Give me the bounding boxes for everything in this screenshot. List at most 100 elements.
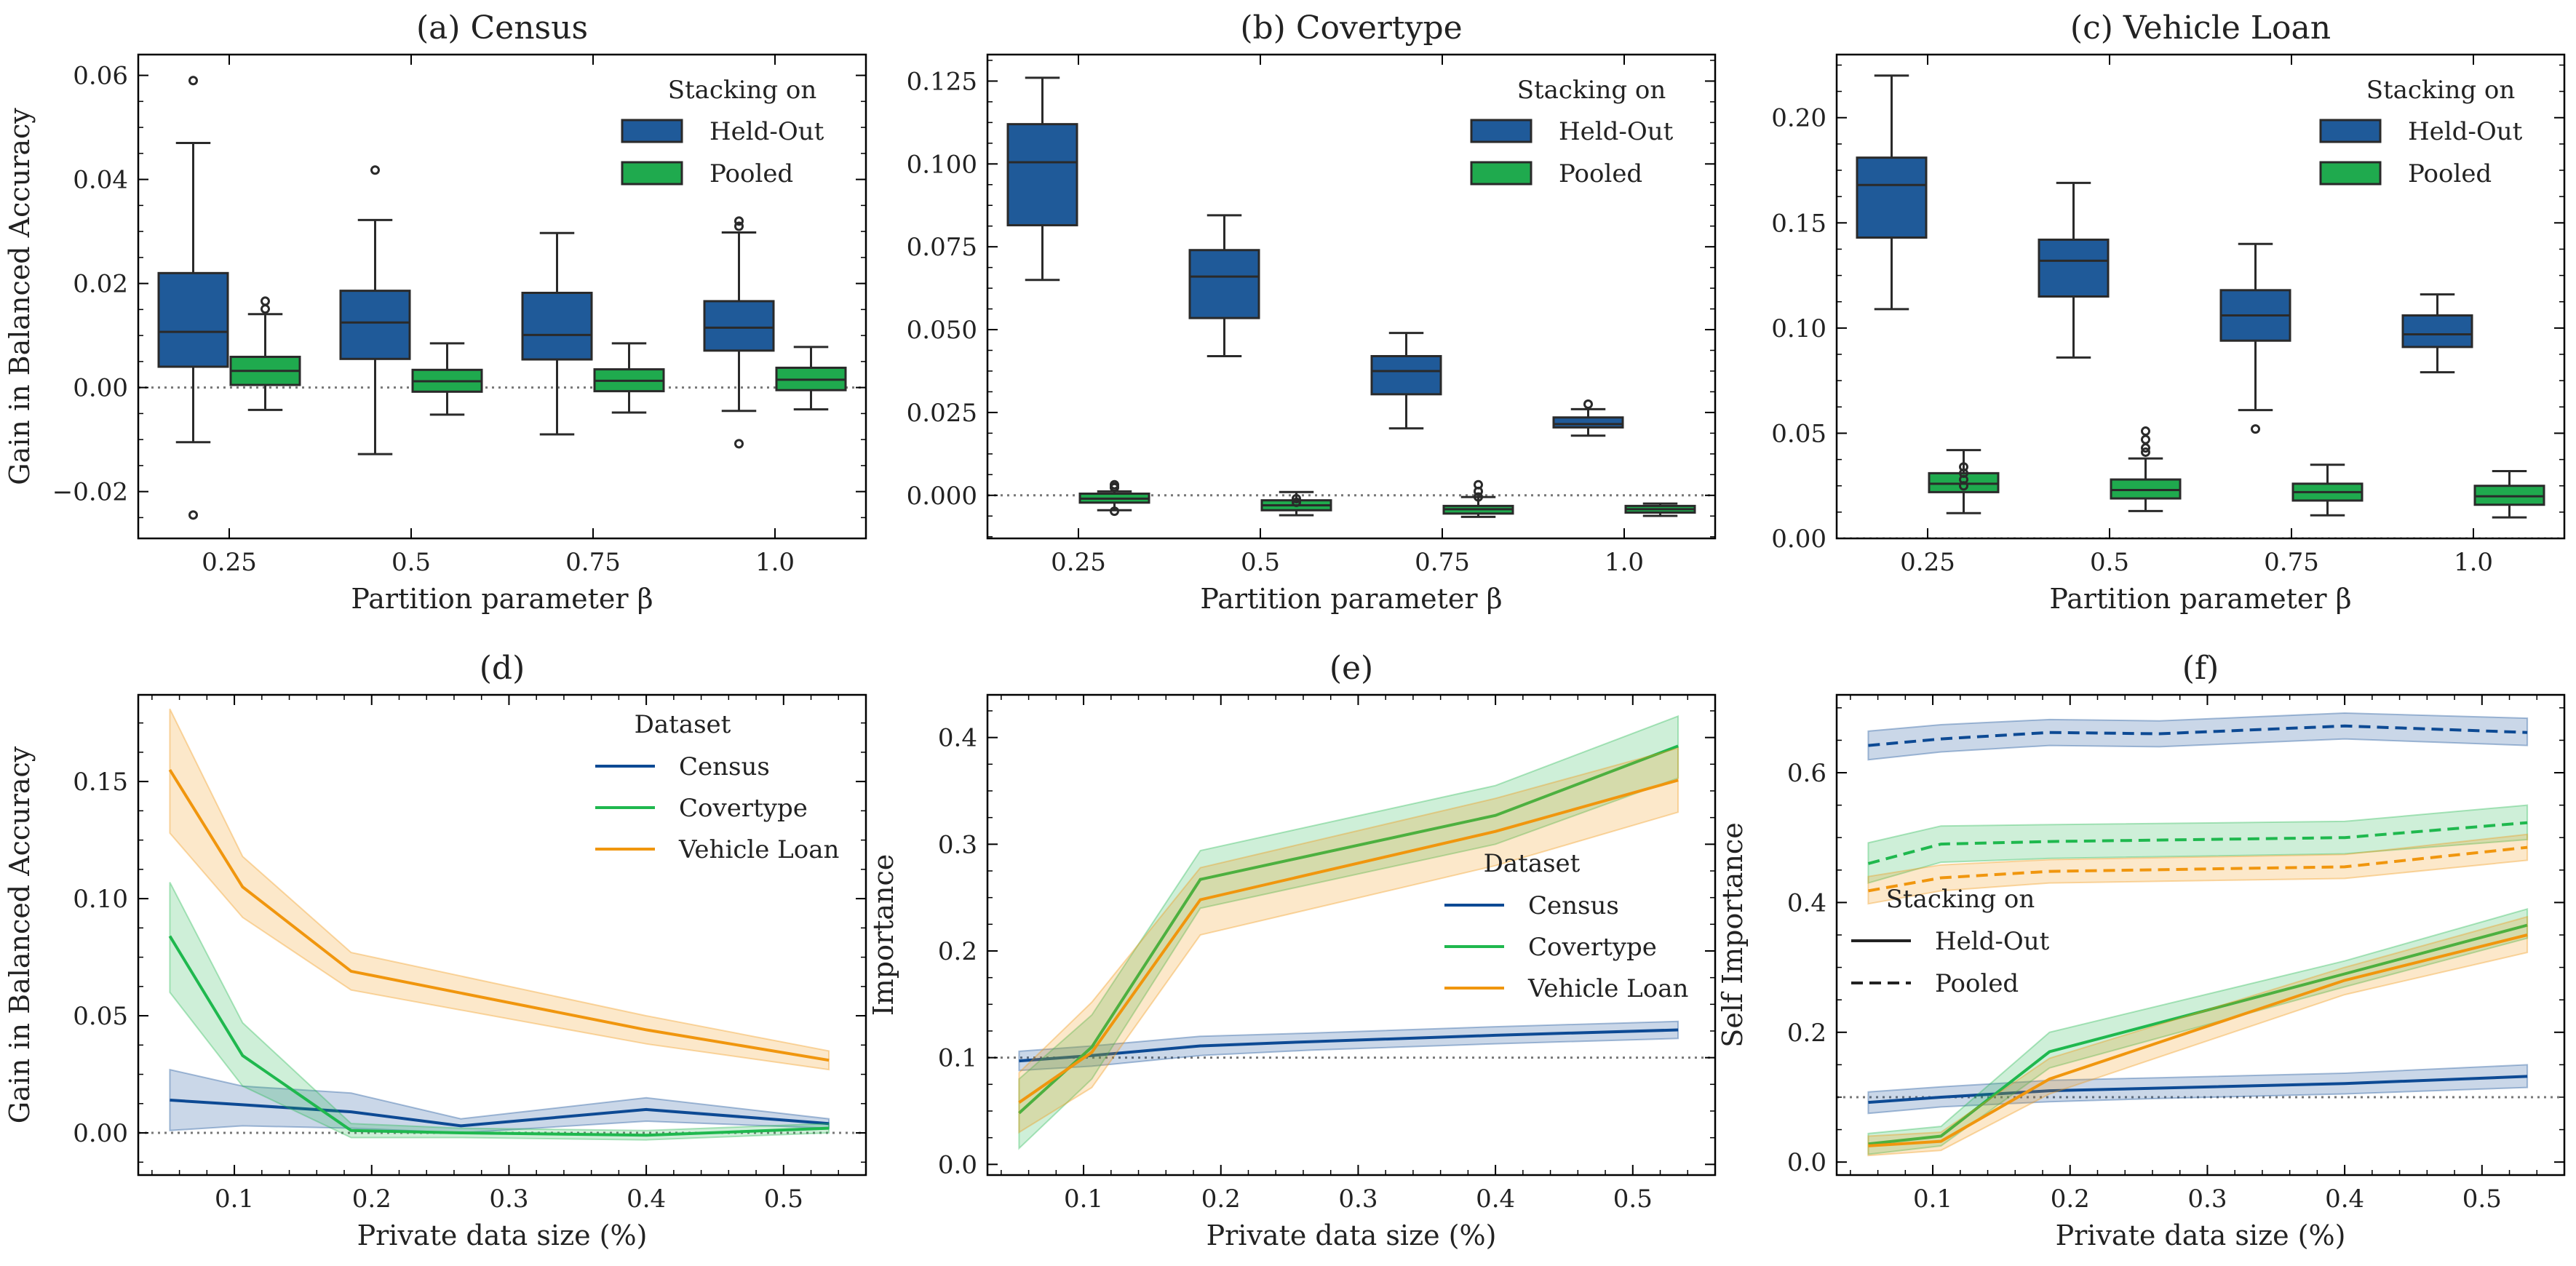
series-line (1868, 724, 2528, 747)
y-tick-label: 0.075 (907, 233, 977, 262)
x-tick-label: 0.5 (2090, 548, 2129, 577)
box-flier (1292, 497, 1301, 507)
axes-frame (137, 53, 867, 540)
y-tick-label: 0.1 (938, 1044, 977, 1073)
legend-label-0: Census (1528, 891, 1619, 920)
x-tick-label: 0.5 (1613, 1185, 1653, 1214)
series-1 (1867, 804, 2529, 884)
plot-area (987, 714, 1715, 1150)
chart-title: (c) Vehicle Loan (2070, 9, 2331, 47)
x-tick-label: 0.3 (1338, 1185, 1378, 1214)
box-pooled-0.75 (1442, 479, 1514, 518)
x-tick-label: 0.5 (764, 1185, 803, 1214)
series-line (1018, 779, 1679, 1104)
legend-swatch-0 (1470, 119, 1533, 143)
box-flier (2251, 424, 2260, 434)
y-axis-label: Gain in Balanced Accuracy (4, 108, 36, 485)
chart-title: (d) (480, 650, 525, 687)
legend-label-1: Pooled (709, 159, 793, 188)
x-tick-label: 0.2 (1201, 1185, 1241, 1214)
box-held-out-0.5 (2038, 181, 2110, 359)
y-tick-label: 0.05 (1771, 419, 1826, 448)
box-pooled-1.0 (2473, 469, 2545, 519)
box-pooled-0.25 (1928, 449, 2000, 514)
box-flier (1110, 482, 1119, 492)
box-flier (2141, 434, 2150, 445)
box-held-out-0.25 (157, 76, 229, 520)
box-flier (261, 304, 270, 314)
x-tick-label: 0.2 (2051, 1185, 2090, 1214)
x-axis-label: Private data size (%) (2056, 1219, 2346, 1251)
x-tick-label: 0.4 (1476, 1185, 1515, 1214)
box-pooled-0.5 (1260, 490, 1332, 517)
box-pooled-0.75 (2291, 463, 2364, 517)
y-tick-label: 0.6 (1787, 759, 1826, 788)
y-tick-label: 0.00 (73, 1119, 128, 1148)
plot-area (1837, 712, 2564, 1157)
box-flier (2141, 426, 2150, 437)
x-tick-label: 0.1 (1913, 1185, 1952, 1214)
legend: Dataset Census Covertype Vehicle Loan (595, 710, 839, 864)
x-axis-label: Private data size (%) (357, 1219, 648, 1251)
box-pooled-1.0 (775, 346, 847, 411)
x-tick-label: 0.5 (391, 548, 431, 577)
x-tick-label: 0.5 (2462, 1185, 2502, 1214)
box-pooled-1.0 (1624, 502, 1696, 517)
box-flier (1110, 506, 1119, 517)
x-tick-label: 1.0 (755, 548, 795, 577)
box-body (703, 300, 775, 352)
series-4 (1867, 907, 2529, 1155)
legend-label-0: Census (679, 752, 770, 781)
panel-2: (c) Vehicle Loan 0.00 0.05 0.10 0.15 0.20 0.25… (1771, 9, 2566, 615)
box-flier (734, 221, 744, 231)
y-tick-label: 0.125 (907, 67, 977, 96)
legend-label-0: Held-Out (1559, 117, 1674, 146)
box-pooled-0.5 (2110, 426, 2182, 512)
y-tick-label: 0.100 (907, 150, 977, 179)
legend: Stacking on Held-Out Pooled (1851, 885, 2050, 998)
box-flier (1292, 493, 1301, 503)
series-line (170, 1099, 830, 1128)
box-held-out-0.75 (2219, 242, 2291, 434)
legend-label-0: Held-Out (709, 117, 824, 146)
box-flier (1474, 486, 1483, 496)
box-flier (734, 216, 744, 226)
y-tick-label: 0.04 (73, 166, 128, 195)
x-tick-label: 0.4 (2325, 1185, 2364, 1214)
confidence-band (1018, 714, 1679, 1150)
series-2 (1867, 833, 2529, 905)
series-line (1868, 1075, 2528, 1104)
y-axis-label: Gain in Balanced Accuracy (4, 746, 36, 1123)
y-tick-label: 0.000 (907, 482, 977, 511)
legend-title: Stacking on (668, 76, 817, 105)
y-tick-label: 0.4 (1787, 888, 1826, 917)
legend-label-0: Held-Out (1935, 927, 2050, 956)
series-line (1868, 845, 2528, 893)
chart-title: (f) (2182, 650, 2219, 687)
legend-title: Stacking on (1886, 885, 2035, 914)
y-tick-label: 0.02 (73, 270, 128, 299)
confidence-band (1867, 804, 2529, 884)
box-held-out-0.75 (1370, 332, 1442, 430)
box-body (2401, 314, 2473, 349)
x-axis-label: Partition parameter β (1200, 583, 1502, 615)
x-tick-label: 0.25 (1900, 548, 1955, 577)
panel-3: (d) 0.00 0.05 0.10 0.15 0.1 0.2 0.3 0.4 0.5 Privat… (4, 650, 867, 1251)
y-tick-label: 0.3 (938, 830, 977, 859)
x-axis-label: Partition parameter β (2049, 583, 2351, 615)
series-line (1868, 933, 2528, 1147)
x-tick-label: 0.3 (489, 1185, 528, 1214)
x-tick-label: 0.1 (1064, 1185, 1103, 1214)
legend-title: Dataset (635, 710, 731, 739)
series-0 (1867, 712, 2529, 761)
series-line (168, 768, 830, 1062)
y-tick-label: 0.05 (73, 1002, 128, 1031)
box-flier (734, 439, 744, 449)
series-line (168, 935, 830, 1137)
y-tick-label: 0.10 (1771, 314, 1826, 343)
box-body (1370, 354, 1442, 396)
box-held-out-0.75 (521, 231, 593, 436)
box-body (1006, 123, 1078, 227)
box-flier (370, 165, 380, 175)
box-flier (2141, 447, 2150, 457)
